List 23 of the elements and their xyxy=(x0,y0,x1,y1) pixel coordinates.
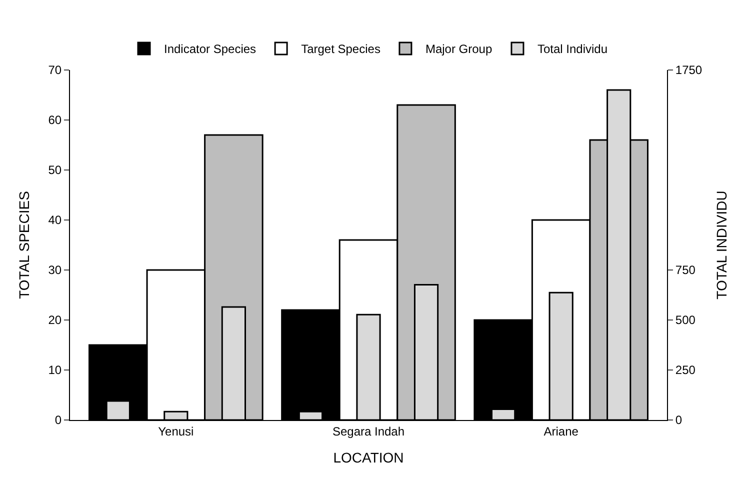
y2-tick-label: 250 xyxy=(675,363,696,378)
y2-tick-label: 750 xyxy=(675,263,696,278)
y-tick-label: 40 xyxy=(48,213,62,228)
x-tick-label: Ariane xyxy=(544,424,579,438)
y-axis-title: TOTAL SPECIES xyxy=(16,191,32,299)
y-tick-label: 60 xyxy=(48,113,62,128)
x-tick-label: Yenusi xyxy=(158,424,194,438)
y2-axis-title: TOTAL INDIVIDU xyxy=(714,190,730,300)
y-tick-label: 20 xyxy=(48,313,62,328)
legend-label: Major Group xyxy=(425,42,492,56)
legend-label: Indicator Species xyxy=(164,42,256,56)
x-axis-title: LOCATION xyxy=(333,450,404,466)
y-tick-label: 0 xyxy=(54,413,62,428)
y-tick-label: 50 xyxy=(48,163,62,178)
y-tick-label: 10 xyxy=(48,363,62,378)
legend-label: Target Species xyxy=(301,42,380,56)
legend-label: Total Individu xyxy=(537,42,608,56)
y2-tick-label: 0 xyxy=(675,413,682,428)
y-tick-label: 70 xyxy=(48,63,62,78)
y-tick-label: 30 xyxy=(48,263,62,278)
y2-tick-label: 500 xyxy=(675,313,696,328)
y2-tick-label: 1750 xyxy=(675,63,702,78)
x-tick-label: Segara Indah xyxy=(332,424,405,438)
